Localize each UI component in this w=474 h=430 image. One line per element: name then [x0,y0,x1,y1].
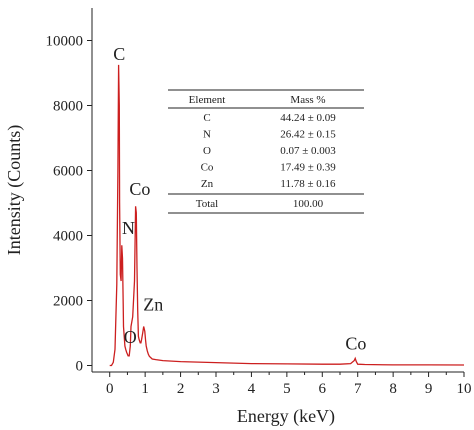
table-cell: Zn [201,178,214,190]
y-tick-label: 10000 [46,34,84,50]
y-tick-label: 6000 [53,164,83,180]
table-cell: 17.49 ± 0.39 [280,162,336,174]
table-cell: 26.42 ± 0.15 [280,129,336,141]
x-tick-label: 6 [319,381,327,397]
y-tick-label: 8000 [53,99,83,115]
x-tick-label: 4 [248,381,256,397]
y-tick-label: 2000 [53,294,83,310]
peak-label: N [122,218,135,238]
mass-table: Element Mass % C 44.24 ± 0.09 N 26.42 ± 0.15 O… [168,89,364,214]
x-tick-label: 7 [354,381,362,397]
y-tick-label: 4000 [53,229,83,245]
y-tick-label: 0 [76,359,84,375]
spectrum-line [109,64,465,367]
table-cell: 0.07 ± 0.003 [280,145,336,157]
x-tick-label: 10 [457,381,472,397]
table-cell: 11.78 ± 0.16 [280,178,336,190]
table-cell: Co [201,162,214,174]
peak-label: Zn [143,294,163,314]
y-axis-title: Intensity (Counts) [4,125,25,256]
table-header-cell: Mass % [290,94,325,106]
x-tick-label: 2 [177,381,185,397]
table-cell: O [203,145,211,157]
x-tick-label: 0 [106,381,114,397]
table-cell: 44.24 ± 0.09 [280,112,336,124]
table-header-cell: Element [189,94,226,106]
x-tick-label: 5 [283,381,291,397]
peak-label: C [113,44,125,64]
peak-label: Co [345,333,366,353]
table-total-cell: 100.00 [293,198,324,210]
x-axis-title: Energy (keV) [237,406,335,427]
peak-label: O [124,327,137,347]
x-tick-label: 9 [425,381,433,397]
x-tick-label: 8 [389,381,397,397]
table-cell: N [203,129,211,141]
table-total-cell: Total [196,198,218,210]
x-tick-label: 3 [212,381,220,397]
x-tick-label: 1 [141,381,149,397]
table-cell: C [203,112,210,124]
peak-label: Co [129,179,150,199]
